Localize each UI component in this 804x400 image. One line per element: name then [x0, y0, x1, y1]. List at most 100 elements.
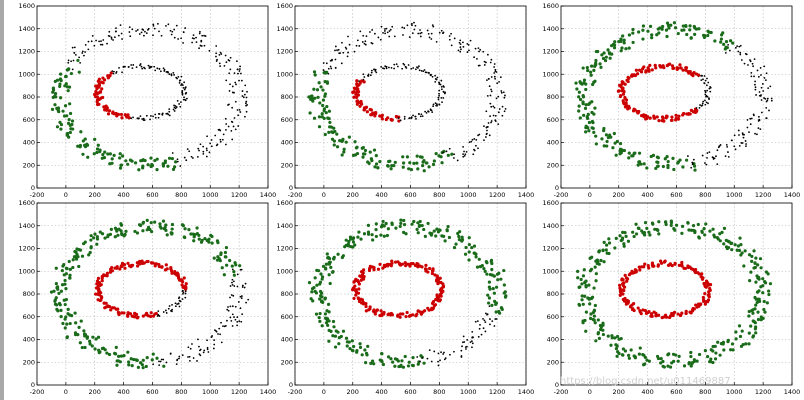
scatter-panel-3: -200 0 200 400 600 800 1000 1200 140002004006008… — [542, 2, 800, 199]
data-point-black — [424, 110, 427, 113]
data-point-black — [153, 65, 156, 68]
data-point-black — [460, 349, 463, 352]
data-point-red — [368, 305, 372, 309]
data-point-black — [220, 53, 223, 55]
data-point-red — [149, 311, 153, 315]
data-point-green — [754, 331, 758, 335]
data-point-black — [181, 93, 184, 96]
data-point-black — [709, 90, 712, 93]
data-point-green — [141, 358, 145, 362]
data-point-green — [100, 346, 105, 351]
data-point-black — [205, 155, 208, 158]
data-point-green — [596, 332, 600, 336]
data-point-green — [350, 339, 354, 343]
data-point-red — [136, 315, 140, 319]
data-point-red — [109, 71, 113, 75]
data-point-black — [442, 97, 445, 99]
data-point-red — [618, 94, 623, 99]
data-point-green — [577, 104, 581, 108]
data-point-red — [106, 304, 110, 308]
data-point-green — [65, 114, 69, 118]
data-point-black — [353, 50, 356, 53]
data-point-red — [642, 113, 646, 117]
data-point-black — [177, 302, 180, 305]
data-point-green — [321, 98, 326, 102]
data-point-green — [95, 147, 100, 151]
data-point-green — [207, 237, 211, 241]
data-point-green — [366, 232, 371, 236]
data-point-red — [634, 68, 638, 72]
data-point-green — [756, 263, 760, 267]
data-point-red — [415, 312, 419, 316]
data-point-red — [144, 312, 149, 316]
data-point-green — [418, 219, 422, 224]
data-point-red — [384, 117, 388, 122]
data-point-black — [200, 40, 203, 43]
data-point-red — [656, 313, 661, 317]
data-point-red — [100, 295, 104, 299]
data-point-black — [437, 98, 440, 101]
data-point-black — [734, 148, 737, 151]
data-point-black — [766, 97, 769, 100]
data-point-black — [411, 32, 414, 35]
data-point-black — [760, 111, 763, 114]
data-point-green — [709, 30, 713, 35]
data-point-black — [342, 51, 345, 54]
data-point-black — [204, 35, 207, 37]
data-point-green — [665, 34, 669, 39]
data-point-green — [107, 352, 112, 357]
data-point-green — [647, 230, 651, 234]
data-point-green — [389, 357, 393, 361]
data-point-green — [584, 329, 588, 333]
data-point-green — [674, 26, 678, 30]
data-point-green — [68, 267, 72, 271]
data-point-red — [438, 299, 442, 303]
data-point-black — [227, 309, 230, 312]
data-point-green — [606, 334, 610, 338]
data-point-green — [394, 226, 398, 230]
data-point-black — [171, 30, 174, 33]
data-point-green — [665, 155, 669, 159]
data-point-green — [64, 74, 68, 79]
data-point-red — [629, 271, 633, 275]
data-point-black — [176, 160, 179, 163]
data-point-black — [395, 63, 398, 65]
data-point-black — [494, 318, 497, 320]
data-point-black — [500, 91, 503, 94]
data-point-black — [361, 41, 364, 43]
data-point-green — [650, 36, 654, 40]
data-point-red — [145, 259, 149, 264]
data-point-black — [707, 102, 709, 105]
data-point-green — [141, 164, 145, 168]
data-point-green — [689, 354, 693, 359]
data-point-black — [135, 30, 138, 32]
data-point-green — [686, 221, 690, 225]
data-point-black — [442, 91, 445, 93]
data-point-black — [501, 105, 504, 108]
data-point-green — [460, 235, 464, 239]
data-point-red — [369, 113, 373, 117]
data-point-green — [342, 147, 346, 151]
data-point-red — [677, 114, 681, 118]
data-point-green — [609, 135, 613, 139]
data-point-black — [727, 44, 729, 46]
data-point-red — [352, 296, 356, 301]
data-point-black — [461, 345, 463, 348]
y-tick-label: 0 — [555, 184, 559, 192]
data-point-black — [727, 155, 730, 158]
data-point-black — [383, 67, 386, 70]
data-point-black — [384, 32, 387, 35]
data-point-black — [152, 34, 154, 37]
data-point-green — [333, 334, 338, 338]
data-point-green — [599, 65, 603, 69]
data-point-red — [675, 67, 679, 72]
data-point-green — [352, 344, 356, 349]
data-point-black — [370, 71, 373, 74]
data-point-black — [489, 94, 492, 97]
y-tick-label: 600 — [547, 116, 559, 124]
data-point-green — [313, 73, 317, 77]
data-point-black — [419, 115, 422, 118]
data-point-black — [410, 22, 413, 25]
data-point-black — [147, 27, 150, 30]
data-point-green — [622, 41, 626, 45]
